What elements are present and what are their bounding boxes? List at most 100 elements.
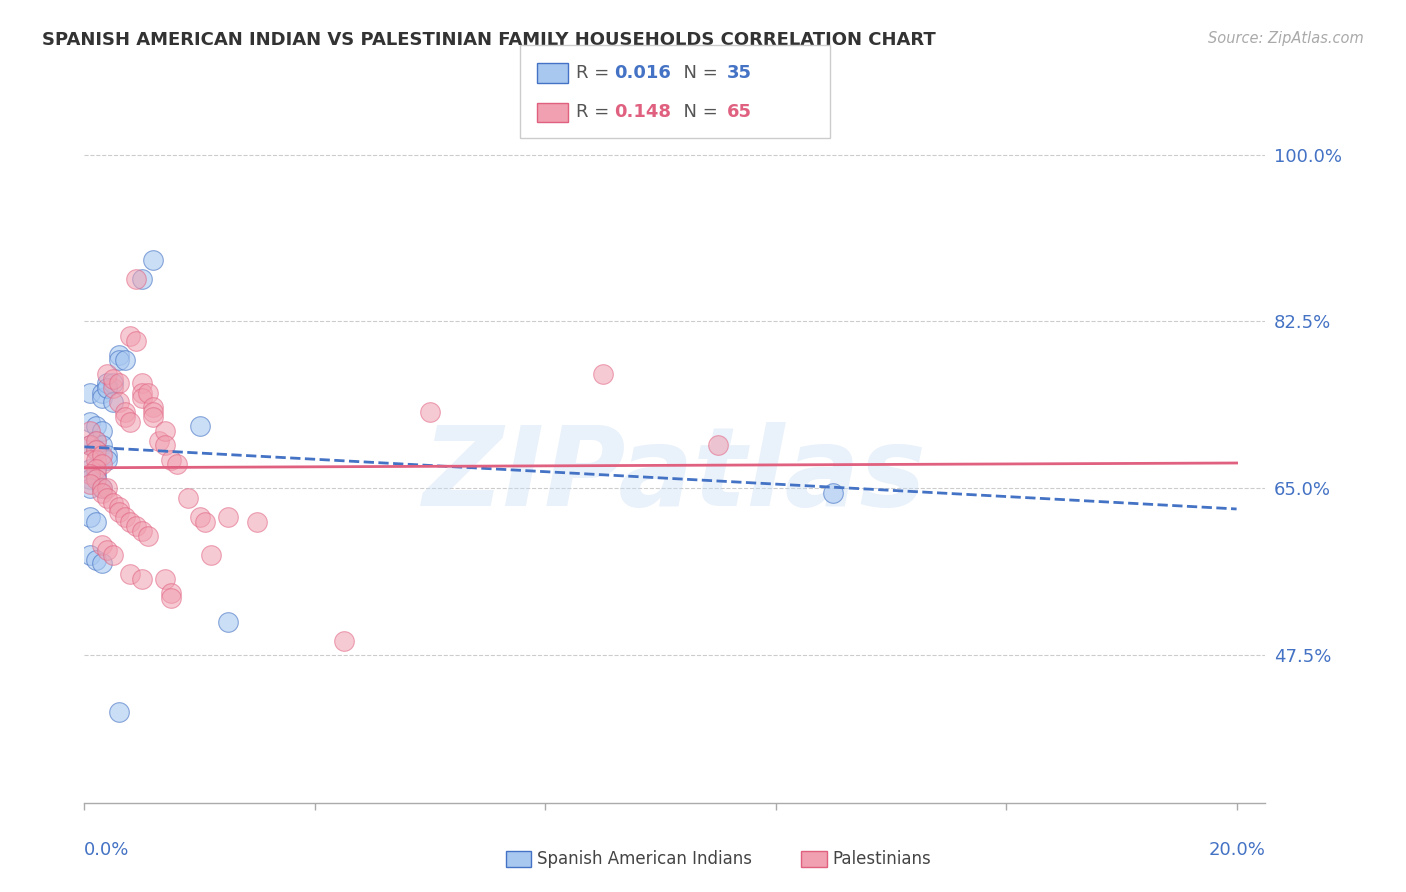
Point (84, 462, 107, 476)
Point (131, 271, 153, 285)
Text: ZIPatlas: ZIPatlas (423, 422, 927, 529)
Point (592, 367, 614, 381)
Point (246, 515, 269, 529)
Point (142, 252, 165, 267)
Text: 0.0%: 0.0% (84, 841, 129, 859)
Point (188, 419, 211, 434)
Point (101, 395, 124, 409)
Point (90, 424, 112, 438)
Point (84, 515, 107, 529)
Text: 35: 35 (727, 64, 752, 82)
Text: Spanish American Indians: Spanish American Indians (537, 850, 752, 868)
Point (108, 348, 131, 362)
Point (101, 372, 124, 386)
Point (159, 586, 181, 600)
Point (79, 467, 101, 481)
Point (131, 572, 153, 586)
Point (114, 509, 136, 524)
Point (120, 567, 142, 582)
Point (114, 405, 136, 419)
Point (159, 452, 181, 467)
Point (90, 539, 112, 553)
Point (90, 438, 112, 452)
Point (120, 415, 142, 429)
Point (90, 386, 112, 401)
Text: N =: N = (672, 103, 724, 121)
Point (131, 524, 153, 538)
Point (101, 376, 124, 391)
Point (79, 415, 101, 429)
Point (96, 481, 118, 495)
Point (90, 556, 112, 570)
Point (131, 391, 153, 405)
Point (188, 509, 211, 524)
Point (159, 591, 181, 605)
Point (120, 515, 142, 529)
Point (79, 476, 101, 491)
Text: R =: R = (576, 64, 616, 82)
Point (142, 409, 165, 424)
Point (153, 424, 176, 438)
Point (217, 509, 239, 524)
Point (84, 467, 107, 481)
Point (96, 367, 118, 381)
Point (166, 458, 188, 472)
Point (131, 386, 153, 401)
Point (84, 443, 107, 458)
Point (90, 391, 112, 405)
Point (136, 386, 159, 401)
Point (108, 500, 131, 515)
Point (90, 448, 112, 462)
Point (200, 548, 222, 562)
Text: SPANISH AMERICAN INDIAN VS PALESTINIAN FAMILY HOUSEHOLDS CORRELATION CHART: SPANISH AMERICAN INDIAN VS PALESTINIAN F… (42, 31, 936, 49)
Point (108, 376, 131, 391)
Point (90, 481, 112, 495)
Point (153, 438, 176, 452)
Point (79, 481, 101, 495)
Point (108, 505, 131, 519)
Text: 0.148: 0.148 (614, 103, 672, 121)
Point (131, 376, 153, 391)
Point (142, 405, 165, 419)
Point (79, 462, 101, 476)
Point (108, 705, 131, 719)
Point (142, 401, 165, 415)
Point (823, 486, 845, 500)
Point (79, 386, 101, 401)
Point (707, 438, 730, 452)
Point (84, 472, 107, 486)
Point (84, 443, 107, 458)
Point (120, 328, 142, 343)
Point (332, 633, 354, 648)
Point (101, 548, 124, 562)
Point (177, 491, 200, 505)
Point (108, 352, 131, 367)
Text: R =: R = (576, 103, 616, 121)
Point (136, 529, 159, 543)
Point (84, 434, 107, 448)
Point (90, 481, 112, 495)
Point (84, 553, 107, 567)
Point (84, 419, 107, 434)
Point (79, 438, 101, 452)
Point (96, 381, 118, 395)
Point (96, 448, 118, 462)
Point (148, 434, 170, 448)
Point (101, 495, 124, 509)
Point (101, 381, 124, 395)
Point (125, 271, 148, 285)
Point (153, 572, 176, 586)
Point (79, 438, 101, 452)
Point (96, 376, 118, 391)
Text: 20.0%: 20.0% (1209, 841, 1265, 859)
Text: Source: ZipAtlas.com: Source: ZipAtlas.com (1208, 31, 1364, 46)
Text: 65: 65 (727, 103, 752, 121)
Point (96, 491, 118, 505)
Text: Palestinians: Palestinians (832, 850, 931, 868)
Point (79, 548, 101, 562)
Point (96, 543, 118, 558)
Point (108, 395, 131, 409)
Text: 0.016: 0.016 (614, 64, 671, 82)
Point (84, 434, 107, 448)
Point (84, 472, 107, 486)
